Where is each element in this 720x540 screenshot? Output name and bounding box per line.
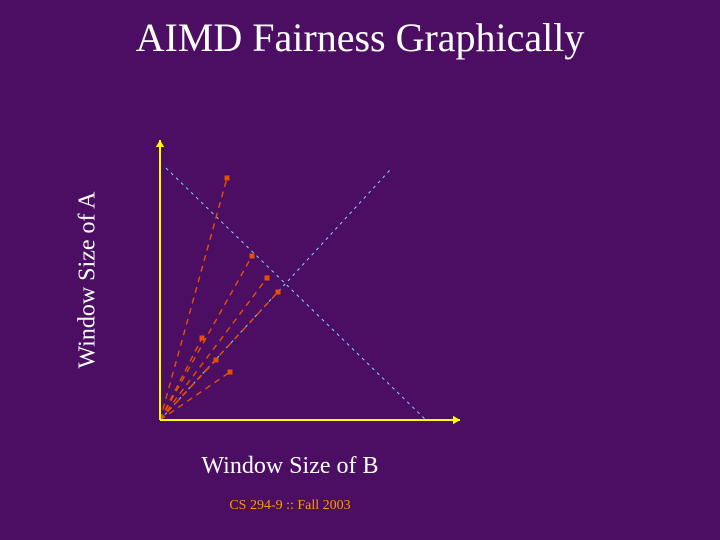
trajectory-line: [160, 372, 230, 420]
guide-line: [166, 168, 426, 420]
data-point: [214, 358, 219, 363]
data-point: [250, 254, 255, 259]
x-axis-label: Window Size of B: [201, 453, 378, 480]
trajectory-line: [160, 278, 267, 420]
data-point: [200, 336, 205, 341]
data-point: [276, 290, 281, 295]
y-axis-arrow: [156, 140, 164, 147]
page-title: AIMD Fairness Graphically: [0, 14, 720, 61]
trajectory-line: [160, 338, 202, 420]
trajectory-line: [160, 256, 252, 420]
data-point: [225, 176, 230, 181]
data-point: [228, 370, 233, 375]
footer-text: CS 294-9 :: Fall 2003: [229, 498, 350, 514]
x-axis-arrow: [453, 416, 460, 424]
y-axis-label: Window Size of A: [75, 191, 102, 368]
aimd-plot: [140, 120, 480, 440]
plot-svg: [140, 120, 480, 440]
data-point: [265, 276, 270, 281]
